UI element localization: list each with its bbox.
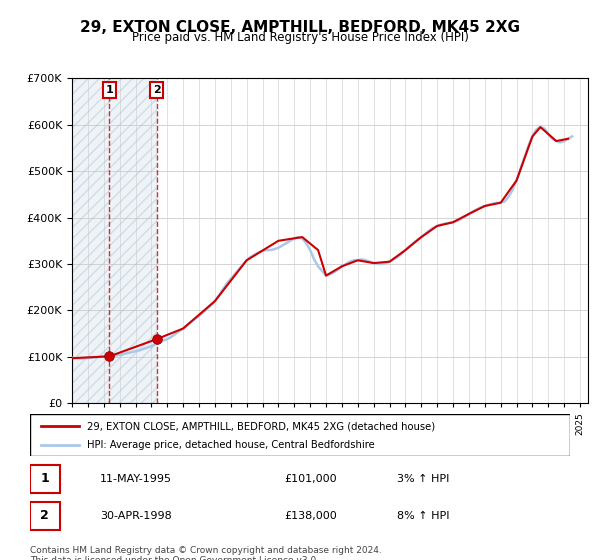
Bar xyxy=(72,78,157,403)
Text: 30-APR-1998: 30-APR-1998 xyxy=(100,511,172,521)
Bar xyxy=(72,78,157,403)
FancyBboxPatch shape xyxy=(30,414,570,456)
Text: 11-MAY-1995: 11-MAY-1995 xyxy=(100,474,172,484)
Text: 1: 1 xyxy=(40,472,49,486)
Text: 8% ↑ HPI: 8% ↑ HPI xyxy=(397,511,450,521)
Text: 3% ↑ HPI: 3% ↑ HPI xyxy=(397,474,449,484)
Text: HPI: Average price, detached house, Central Bedfordshire: HPI: Average price, detached house, Cent… xyxy=(86,440,374,450)
FancyBboxPatch shape xyxy=(30,502,60,530)
Text: 2: 2 xyxy=(153,85,160,95)
Text: Price paid vs. HM Land Registry's House Price Index (HPI): Price paid vs. HM Land Registry's House … xyxy=(131,31,469,44)
Text: 29, EXTON CLOSE, AMPTHILL, BEDFORD, MK45 2XG (detached house): 29, EXTON CLOSE, AMPTHILL, BEDFORD, MK45… xyxy=(86,421,435,431)
Text: £101,000: £101,000 xyxy=(284,474,337,484)
Text: 29, EXTON CLOSE, AMPTHILL, BEDFORD, MK45 2XG: 29, EXTON CLOSE, AMPTHILL, BEDFORD, MK45… xyxy=(80,20,520,35)
FancyBboxPatch shape xyxy=(30,465,60,493)
Text: 2: 2 xyxy=(40,509,49,522)
Text: Contains HM Land Registry data © Crown copyright and database right 2024.
This d: Contains HM Land Registry data © Crown c… xyxy=(30,546,382,560)
Text: 1: 1 xyxy=(106,85,113,95)
Text: £138,000: £138,000 xyxy=(284,511,337,521)
